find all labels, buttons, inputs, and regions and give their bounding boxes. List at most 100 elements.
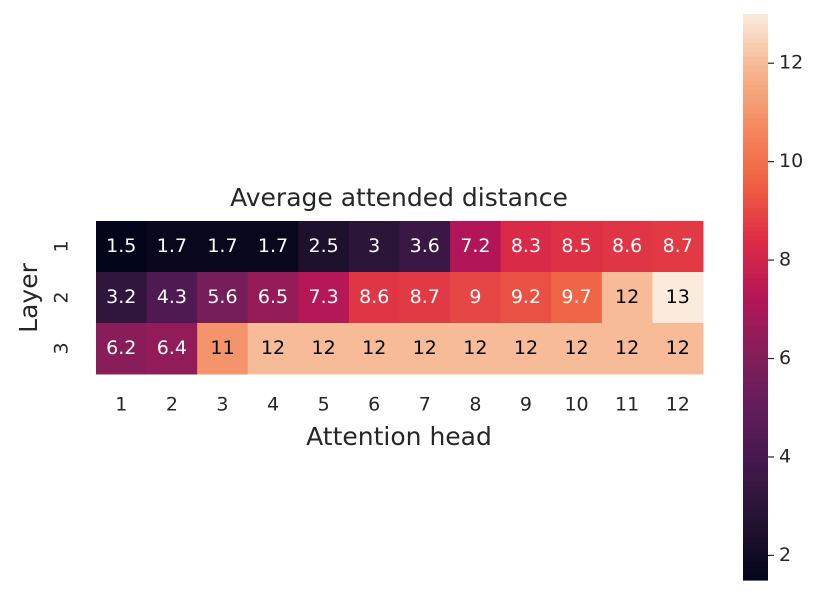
colorbar-segment (743, 457, 768, 463)
colorbar-segment (743, 240, 768, 246)
colorbar-segment (743, 89, 768, 95)
colorbar-segment (743, 292, 768, 298)
heatmap-cell (652, 323, 704, 375)
colorbar-segment (743, 301, 768, 308)
heatmap-cell (146, 221, 198, 273)
colorbar-segment (743, 150, 768, 157)
x-tick-label: 11 (615, 394, 639, 416)
y-axis-label: Layer (14, 262, 43, 332)
cell-label: 1.5 (106, 235, 136, 257)
colorbar-segment (743, 160, 768, 166)
colorbar-segment (743, 188, 768, 194)
colorbar-segment (743, 127, 768, 133)
x-tick-label: 1 (115, 394, 127, 416)
heatmap-cell (500, 272, 552, 324)
cell-label: 12 (362, 337, 386, 359)
colorbar-segment (743, 561, 768, 567)
colorbar-segment (743, 344, 768, 350)
y-tick-label: 2 (51, 291, 73, 303)
colorbar-segment (743, 230, 768, 237)
cell-label: 11 (210, 337, 234, 359)
cell-label: 1.7 (157, 235, 187, 257)
x-tick-label: 6 (368, 394, 380, 416)
cell-label: 8.7 (663, 235, 693, 257)
colorbar-segment (743, 504, 768, 510)
heatmap-cell (601, 323, 653, 375)
colorbar-segment (743, 490, 768, 496)
heatmap-cell (450, 221, 502, 273)
cell-label: 3.2 (106, 286, 136, 308)
x-tick-label: 9 (520, 394, 532, 416)
heatmap-cell (298, 272, 350, 324)
colorbar-segment (743, 532, 768, 539)
colorbar-segment (743, 518, 768, 524)
colorbar-segment (743, 386, 768, 392)
heatmap-cell (146, 323, 198, 375)
colorbar-segment (743, 433, 768, 440)
colorbar-tick-label: 2 (779, 544, 791, 566)
heatmap-cell (348, 323, 400, 375)
colorbar-segment (743, 263, 768, 270)
colorbar-segment (743, 216, 768, 223)
colorbar-segment (743, 452, 768, 458)
colorbar-segment (743, 320, 768, 326)
colorbar-segment (743, 70, 768, 76)
colorbar-segment (743, 381, 768, 388)
colorbar-segment (743, 447, 768, 454)
cell-label: 1.7 (207, 235, 237, 257)
cell-label: 4.3 (157, 286, 187, 308)
heatmap-cell (298, 323, 350, 375)
colorbar-segment (743, 410, 768, 416)
colorbar-segment (743, 235, 768, 241)
colorbar-segment (743, 28, 768, 34)
colorbar-segment (743, 113, 768, 119)
colorbar-segment (743, 377, 768, 383)
colorbar-segment (743, 146, 768, 152)
colorbar-segment (743, 443, 768, 449)
cell-label: 9.7 (561, 286, 591, 308)
colorbar-segment (743, 315, 768, 322)
colorbar-segment (743, 183, 768, 190)
colorbar-segment (743, 348, 768, 355)
x-tick-label: 7 (419, 394, 431, 416)
cell-label: 6.2 (106, 337, 136, 359)
heatmap-cell (601, 221, 653, 273)
colorbar-segment (743, 245, 768, 251)
cell-label: 3.6 (410, 235, 440, 257)
heatmap-cell (551, 272, 603, 324)
heatmap-cell (348, 221, 400, 273)
cell-label: 12 (615, 337, 639, 359)
cell-label: 13 (666, 286, 690, 308)
colorbar-segment (743, 551, 768, 558)
heatmap-cell (551, 323, 603, 375)
colorbar-segment (743, 339, 768, 345)
cell-label: 8.3 (511, 235, 541, 257)
cell-label: 12 (413, 337, 437, 359)
heatmap-cell (399, 221, 451, 273)
colorbar-segment (743, 155, 768, 161)
colorbar-segment (743, 169, 768, 175)
colorbar-segment (743, 405, 768, 411)
heatmap-cell (247, 272, 299, 324)
colorbar-segment (743, 80, 768, 86)
x-tick-label: 5 (318, 394, 330, 416)
colorbar-segment (743, 528, 768, 534)
heatmap-cell (652, 272, 704, 324)
heatmap-cell (601, 272, 653, 324)
colorbar-segment (743, 570, 768, 576)
cell-label: 1.7 (258, 235, 288, 257)
colorbar-segment (743, 400, 768, 407)
x-tick-label: 3 (216, 394, 228, 416)
heatmap-cell (652, 221, 704, 273)
colorbar-segment (743, 575, 768, 581)
heatmap-cell (399, 323, 451, 375)
colorbar-segment (743, 546, 768, 553)
colorbar-tick-label: 8 (779, 249, 791, 271)
colorbar-segment (743, 193, 768, 199)
colorbar-segment (743, 363, 768, 369)
colorbar-segment (743, 471, 768, 477)
colorbar-segment (743, 509, 768, 515)
heatmap-cell (450, 323, 502, 375)
heatmap-cell (298, 221, 350, 273)
cell-label: 7.3 (309, 286, 339, 308)
